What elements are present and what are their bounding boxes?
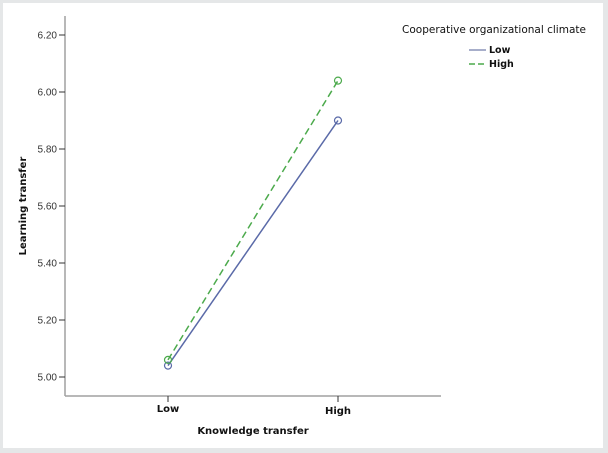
series-line-high xyxy=(167,80,339,361)
x-ticks: Low High xyxy=(157,396,351,417)
legend: Cooperative organizational climate Low H… xyxy=(402,24,586,70)
y-ticks: 5.00 5.20 5.40 5.60 5.80 6.00 6.20 xyxy=(38,31,65,384)
legend-label-low: Low xyxy=(489,45,511,56)
y-tick-label: 5.40 xyxy=(38,259,58,270)
data-point-marker xyxy=(333,76,343,85)
series-line-low xyxy=(167,120,339,367)
y-tick-label: 6.00 xyxy=(38,88,58,99)
chart-panel xyxy=(3,3,603,448)
x-tick-label: Low xyxy=(157,404,179,415)
x-axis-title: Knowledge transfer xyxy=(197,426,308,437)
y-tick-label: 5.80 xyxy=(38,145,58,156)
y-tick-label: 5.60 xyxy=(38,202,58,213)
y-tick-label: 6.20 xyxy=(38,31,58,42)
x-tick-label: High xyxy=(325,406,351,417)
y-axis-title: Learning transfer xyxy=(18,157,29,256)
data-point-marker xyxy=(163,361,173,370)
data-point-marker xyxy=(333,116,343,125)
data-point-marker xyxy=(163,355,173,364)
y-tick-label: 5.00 xyxy=(38,373,58,384)
y-tick-label: 5.20 xyxy=(38,316,58,327)
data-series xyxy=(163,76,343,370)
legend-label-high: High xyxy=(489,59,514,70)
legend-title: Cooperative organizational climate xyxy=(402,24,586,36)
